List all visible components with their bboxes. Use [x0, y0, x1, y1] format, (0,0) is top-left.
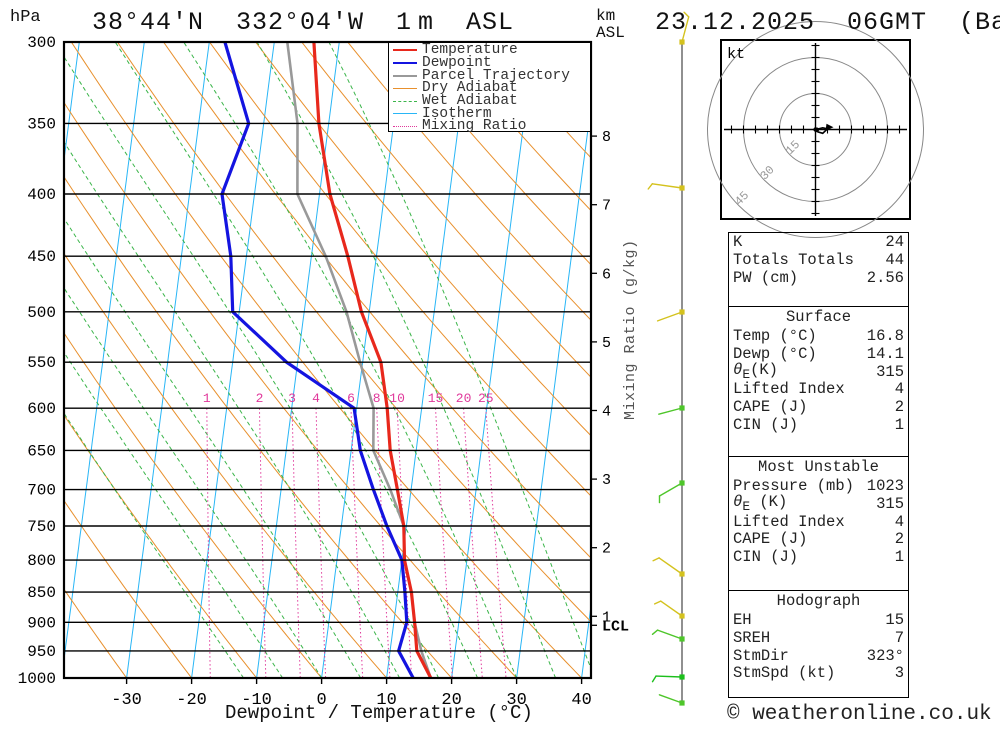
svg-text:8: 8: [373, 391, 381, 406]
svg-text:900: 900: [27, 614, 56, 632]
svg-text:800: 800: [27, 552, 56, 570]
svg-text:3: 3: [288, 391, 296, 406]
svg-text:10: 10: [389, 391, 405, 406]
svg-text:750: 750: [27, 518, 56, 536]
svg-text:5: 5: [602, 335, 611, 352]
svg-text:LCL: LCL: [602, 618, 629, 635]
svg-text:15: 15: [783, 138, 803, 158]
svg-text:1: 1: [203, 391, 211, 406]
svg-text:500: 500: [27, 304, 56, 322]
svg-text:950: 950: [27, 643, 56, 661]
svg-text:850: 850: [27, 584, 56, 602]
svg-text:350: 350: [27, 115, 56, 133]
svg-text:6: 6: [602, 266, 611, 283]
svg-text:-30: -30: [111, 691, 142, 710]
svg-text:650: 650: [27, 442, 56, 460]
svg-text:-20: -20: [176, 691, 207, 710]
svg-text:4: 4: [602, 404, 611, 421]
svg-text:4: 4: [312, 391, 320, 406]
svg-text:300: 300: [27, 34, 56, 52]
svg-text:2: 2: [602, 541, 611, 558]
svg-text:400: 400: [27, 186, 56, 204]
svg-text:700: 700: [27, 482, 56, 500]
svg-text:6: 6: [347, 391, 355, 406]
svg-text:450: 450: [27, 248, 56, 266]
svg-text:7: 7: [602, 198, 611, 215]
svg-text:25: 25: [478, 391, 494, 406]
svg-text:20: 20: [456, 391, 472, 406]
svg-text:45: 45: [732, 189, 752, 209]
svg-text:30: 30: [758, 163, 778, 183]
svg-text:2: 2: [256, 391, 264, 406]
svg-text:550: 550: [27, 354, 56, 372]
svg-text:8: 8: [602, 129, 611, 146]
svg-text:1000: 1000: [18, 670, 56, 688]
svg-text:15: 15: [428, 391, 444, 406]
svg-text:40: 40: [571, 691, 591, 710]
svg-text:3: 3: [602, 472, 611, 489]
svg-text:kt: kt: [727, 46, 745, 63]
svg-text:600: 600: [27, 400, 56, 418]
